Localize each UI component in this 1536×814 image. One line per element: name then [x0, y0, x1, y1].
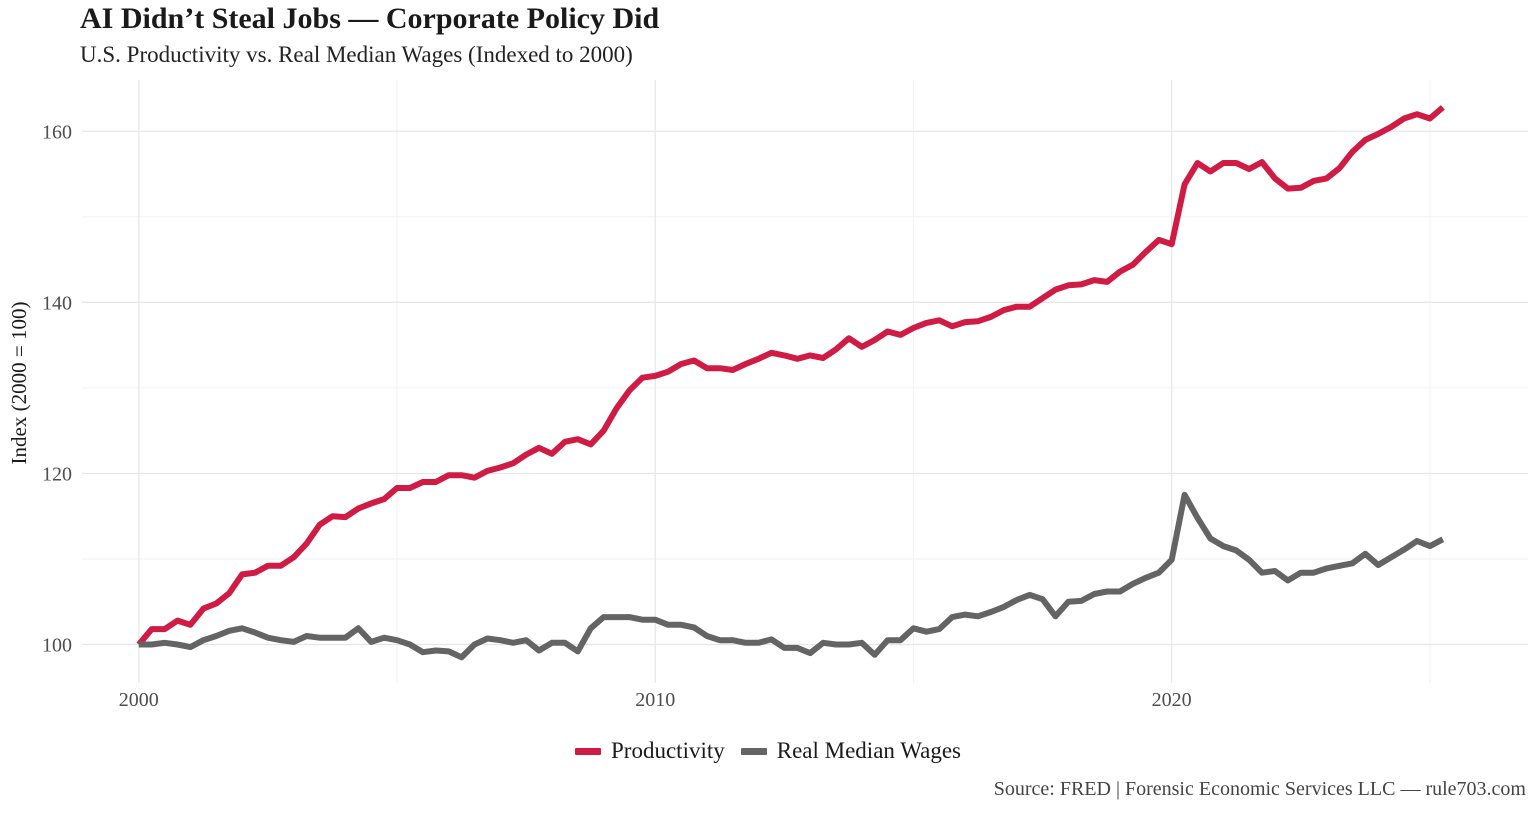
y-tick-label: 160 [42, 121, 72, 143]
x-tick-label: 2000 [119, 689, 159, 711]
legend-key-real-median-wages [740, 747, 767, 755]
legend-key-productivity [575, 747, 602, 755]
legend-item-real-median-wages: Real Median Wages [740, 738, 961, 764]
legend-label-productivity: Productivity [611, 738, 725, 763]
chart-title: AI Didn’t Steal Jobs — Corporate Policy … [80, 2, 660, 35]
y-tick-label: 100 [42, 635, 72, 657]
x-tick-label: 2010 [635, 689, 675, 711]
chart-subtitle: U.S. Productivity vs. Real Median Wages … [80, 42, 633, 67]
series-lines [136, 105, 1445, 661]
x-tick-label: 2020 [1152, 689, 1192, 711]
source-caption: Source: FRED | Forensic Economic Service… [993, 778, 1526, 800]
minor-gridlines [82, 80, 1528, 683]
y-axis-tick-labels: 100 120 140 160 [42, 121, 72, 656]
legend-label-real-median-wages: Real Median Wages [776, 738, 961, 763]
y-tick-label: 140 [42, 292, 72, 314]
series-line-productivity [136, 105, 1445, 647]
legend-item-productivity: Productivity [575, 738, 725, 764]
y-tick-label: 120 [42, 463, 72, 485]
series-line-real-median-wages [138, 491, 1445, 661]
major-gridlines [82, 80, 1528, 683]
y-axis-title: Index (2000 = 100) [7, 302, 31, 465]
x-axis-tick-labels: 2000 2010 2020 [119, 689, 1192, 711]
legend: Productivity Real Median Wages [0, 738, 1536, 764]
